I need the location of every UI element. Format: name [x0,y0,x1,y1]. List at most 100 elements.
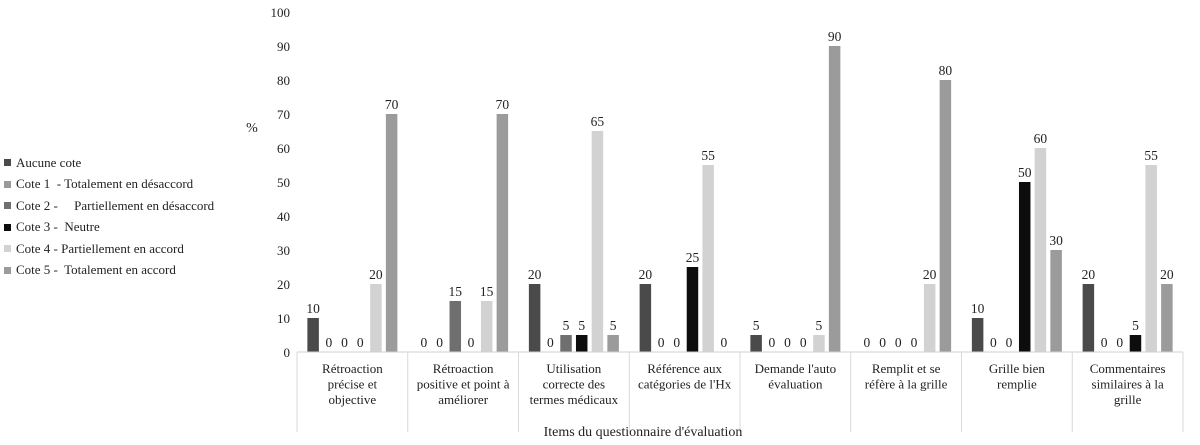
legend-swatch [4,266,11,274]
data-label: 5 [1132,318,1139,333]
y-tick-label: 90 [277,39,290,54]
x-tick-label: Rétroaction positive et point à améliorer [417,361,510,407]
data-label: 60 [1034,131,1048,146]
bar [591,131,604,352]
legend-swatch [4,223,11,231]
bar [307,318,319,352]
data-label: 0 [468,335,475,350]
data-label: 55 [701,148,715,163]
data-label: 0 [1116,335,1123,350]
bar [702,165,714,352]
data-label: 20 [1160,267,1174,282]
data-label: 0 [1101,335,1108,350]
bar [1082,284,1095,352]
data-label: 0 [784,335,791,350]
bar [449,301,462,352]
legend: Aucune cote Cote 1 - Totalement en désacc… [4,152,214,281]
y-tick-label: 80 [277,73,290,88]
data-label: 15 [480,284,494,299]
data-label: 0 [547,335,554,350]
data-label: 5 [578,318,585,333]
bar [639,284,652,352]
bar [560,335,572,352]
bar [607,335,619,352]
x-tick-label: Rétroaction précise et objective [322,361,383,407]
x-tick-label: Utilisation correcte des termes médicaux [530,361,619,407]
data-label: 0 [325,335,332,350]
data-label: 15 [449,284,463,299]
y-tick-label: 20 [277,277,290,292]
data-label: 65 [591,114,605,129]
x-axis: Rétroaction précise et objective Rétroactio… [296,351,1184,432]
y-tick-label: 50 [277,175,290,190]
data-label: 0 [658,335,665,350]
data-label: 20 [1082,267,1096,282]
data-label: 0 [673,335,680,350]
bar [828,46,841,352]
data-label: 50 [1018,165,1032,180]
bar [1018,182,1031,352]
data-label: 70 [496,97,510,112]
bar [1034,148,1047,352]
bar [750,335,762,352]
bar [385,114,398,352]
x-tick-label: Grille bien remplie [989,361,1045,392]
legend-item: Cote 3 - Neutre [4,217,214,239]
bar [813,335,825,352]
data-label: 90 [828,29,842,44]
x-tick-label: Référence aux catégories de l'Hx [638,361,732,392]
data-label: 80 [939,63,953,78]
y-axis: 0 10 20 30 40 50 60 70 80 90 100 [271,5,291,360]
legend-swatch [4,202,11,210]
data-label: 0 [436,335,443,350]
y-tick-label: 30 [277,243,290,258]
data-label: 5 [610,318,617,333]
bar [528,284,541,352]
data-label: 0 [879,335,886,350]
data-label: 70 [385,97,399,112]
data-label: 0 [357,335,364,350]
data-label: 0 [911,335,918,350]
data-label: 5 [753,318,760,333]
legend-label: Cote 1 - Totalement en désaccord [16,176,194,192]
legend-label: Cote 5 - Totalement en accord [16,262,176,278]
legend-label: Cote 2 - Partiellement en désaccord [16,197,215,213]
bar [1145,165,1157,352]
data-label: 30 [1049,233,1063,248]
bar [575,335,588,352]
legend-label: Cote 3 - Neutre [16,219,100,235]
y-tick-label: 40 [277,209,290,224]
legend-swatch [4,245,11,253]
data-label: 55 [1144,148,1158,163]
data-label: 10 [971,301,985,316]
data-label: 0 [800,335,807,350]
data-label: 0 [721,335,728,350]
x-tick-label: Demande l'auto évaluation [755,361,836,392]
legend-label: Aucune cote [16,154,82,170]
bar [971,318,984,352]
legend-item: Cote 2 - Partiellement en désaccord [4,195,214,217]
y-tick-label: 100 [271,5,291,20]
legend-label: Cote 4 - Partiellement en accord [16,240,184,256]
y-tick-label: 60 [277,141,290,156]
data-label: 0 [421,335,428,350]
legend-swatch [4,180,11,188]
bar [923,284,936,352]
legend-item: Cote 5 - Totalement en accord [4,260,214,282]
data-label: 20 [639,267,653,282]
data-label: 0 [895,335,902,350]
bar [1161,284,1173,352]
y-tick-label: 10 [277,311,290,326]
data-label: 5 [563,318,570,333]
data-label: 0 [990,335,997,350]
data-label: 0 [864,335,871,350]
legend-item: Aucune cote [4,152,214,174]
data-label: 20 [923,267,937,282]
y-axis-label: % [246,121,258,136]
data-label: 20 [528,267,542,282]
data-label: 5 [816,318,823,333]
legend-item: Cote 1 - Totalement en désaccord [4,174,214,196]
x-axis-label: Items du questionnaire d'évaluation [544,425,743,440]
